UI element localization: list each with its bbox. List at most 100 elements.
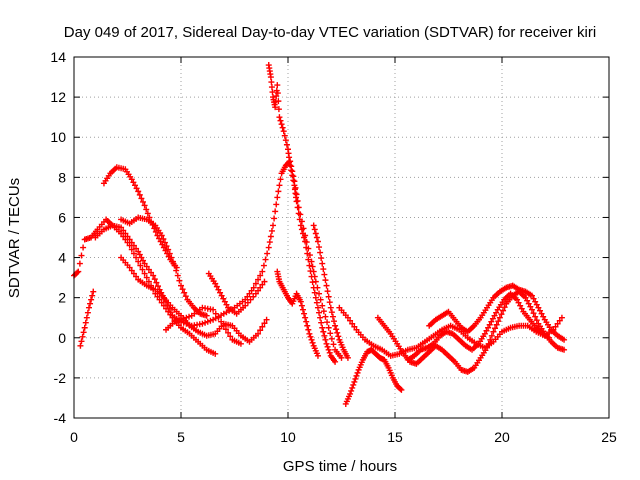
data-point: [247, 296, 254, 303]
data-point: [130, 179, 137, 186]
data-point: [261, 320, 268, 327]
data-point: [310, 284, 317, 291]
data-point: [313, 234, 320, 241]
data-point: [535, 304, 542, 311]
data-points: [71, 62, 568, 407]
x-tick-label: 15: [387, 429, 403, 445]
data-point: [242, 296, 249, 303]
y-tick-label: 14: [50, 49, 66, 65]
data-point: [483, 327, 490, 334]
data-point: [274, 194, 281, 201]
data-point: [269, 89, 276, 96]
data-point: [518, 305, 525, 312]
data-point: [77, 342, 84, 349]
data-point: [203, 312, 210, 319]
data-point: [275, 106, 282, 113]
data-point: [325, 293, 332, 300]
data-point: [250, 293, 257, 300]
data-point: [255, 287, 262, 294]
data-point: [118, 230, 125, 237]
data-point: [158, 299, 165, 306]
data-point: [322, 313, 329, 320]
data-point: [140, 257, 147, 264]
data-point: [334, 329, 341, 336]
data-point: [212, 350, 219, 357]
data-point: [171, 262, 178, 269]
data-point: [353, 372, 360, 379]
data-point: [532, 298, 539, 305]
y-tick-label: 8: [58, 169, 66, 185]
data-point: [536, 307, 543, 314]
data-point: [533, 317, 540, 324]
data-point: [303, 318, 310, 325]
data-point: [317, 249, 324, 256]
data-point: [136, 191, 143, 198]
data-point: [530, 310, 537, 317]
data-point: [270, 222, 277, 229]
data-point: [139, 266, 146, 273]
data-point: [309, 339, 316, 346]
data-point: [397, 385, 404, 392]
data-point: [120, 233, 127, 240]
data-point: [145, 266, 152, 273]
data-point: [532, 313, 539, 320]
y-tick-label: -2: [54, 370, 67, 386]
data-point: [261, 278, 268, 285]
data-point: [485, 324, 492, 331]
data-point: [178, 282, 184, 289]
data-point: [260, 262, 267, 269]
data-point: [321, 271, 328, 278]
data-point: [283, 141, 290, 148]
data-point: [304, 322, 311, 329]
series-satellite-track-8: [163, 304, 244, 347]
data-point: [500, 307, 507, 314]
data-point: [267, 233, 274, 240]
data-point: [181, 289, 188, 296]
data-point: [272, 208, 279, 215]
data-point: [89, 292, 96, 299]
data-point: [272, 104, 279, 111]
data-point: [275, 98, 282, 105]
data-point: [316, 244, 323, 251]
data-point: [128, 246, 135, 253]
data-point: [218, 292, 225, 299]
data-point: [328, 309, 335, 316]
data-point: [225, 329, 232, 336]
data-point: [299, 230, 306, 237]
data-point: [144, 210, 151, 217]
data-point: [118, 224, 125, 231]
data-point: [210, 306, 217, 313]
data-point: [528, 292, 535, 299]
data-point: [122, 236, 129, 243]
data-point: [90, 288, 97, 295]
data-point: [322, 277, 329, 284]
data-point: [169, 258, 176, 265]
data-point: [515, 299, 522, 306]
data-point: [324, 319, 331, 326]
data-point: [295, 210, 302, 217]
data-point: [332, 358, 339, 365]
data-point: [297, 222, 304, 229]
data-point: [319, 260, 326, 267]
data-point: [350, 381, 357, 388]
data-point: [143, 206, 150, 213]
data-point: [265, 244, 272, 251]
data-point: [485, 340, 492, 347]
data-point: [143, 274, 150, 281]
data-point: [154, 293, 161, 300]
data-point: [398, 386, 405, 393]
data-point: [176, 277, 183, 284]
data-point: [561, 336, 568, 343]
data-point: [325, 346, 332, 353]
data-point: [329, 313, 336, 320]
data-point: [281, 132, 288, 139]
data-point: [307, 333, 314, 340]
data-point: [319, 324, 326, 331]
data-point: [351, 323, 358, 330]
data-point: [222, 326, 229, 333]
data-point: [244, 293, 251, 300]
data-point: [314, 352, 321, 359]
series-satellite-track-6: [77, 288, 97, 349]
data-point: [556, 317, 563, 324]
data-point: [333, 326, 340, 333]
